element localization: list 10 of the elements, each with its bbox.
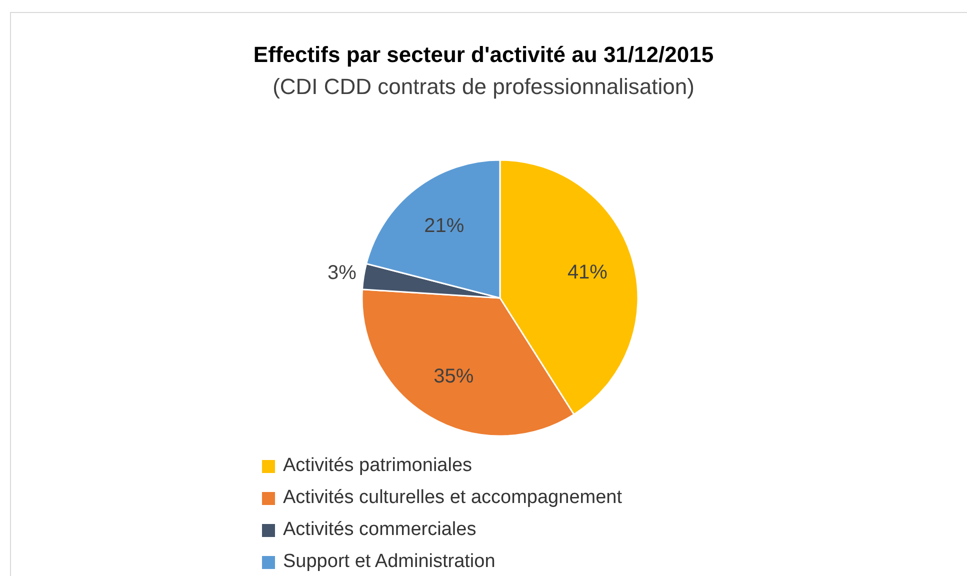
- chart-title: Effectifs par secteur d'activité au 31/12/2015: [252, 42, 715, 68]
- data-label: 3%: [328, 262, 357, 284]
- legend-label: Support et Administration: [283, 550, 496, 574]
- data-label: 41%: [567, 262, 608, 284]
- data-label: 35%: [434, 365, 474, 388]
- legend-label: Activités commerciales: [283, 518, 476, 542]
- legend-label: Activités patrimoniales: [283, 454, 472, 478]
- chart-subtitle: (CDI CDD contrats de professionnalisation): [272, 74, 696, 100]
- legend-label: Activités culturelles et accompagnement: [283, 486, 622, 510]
- data-label: 21%: [424, 215, 464, 238]
